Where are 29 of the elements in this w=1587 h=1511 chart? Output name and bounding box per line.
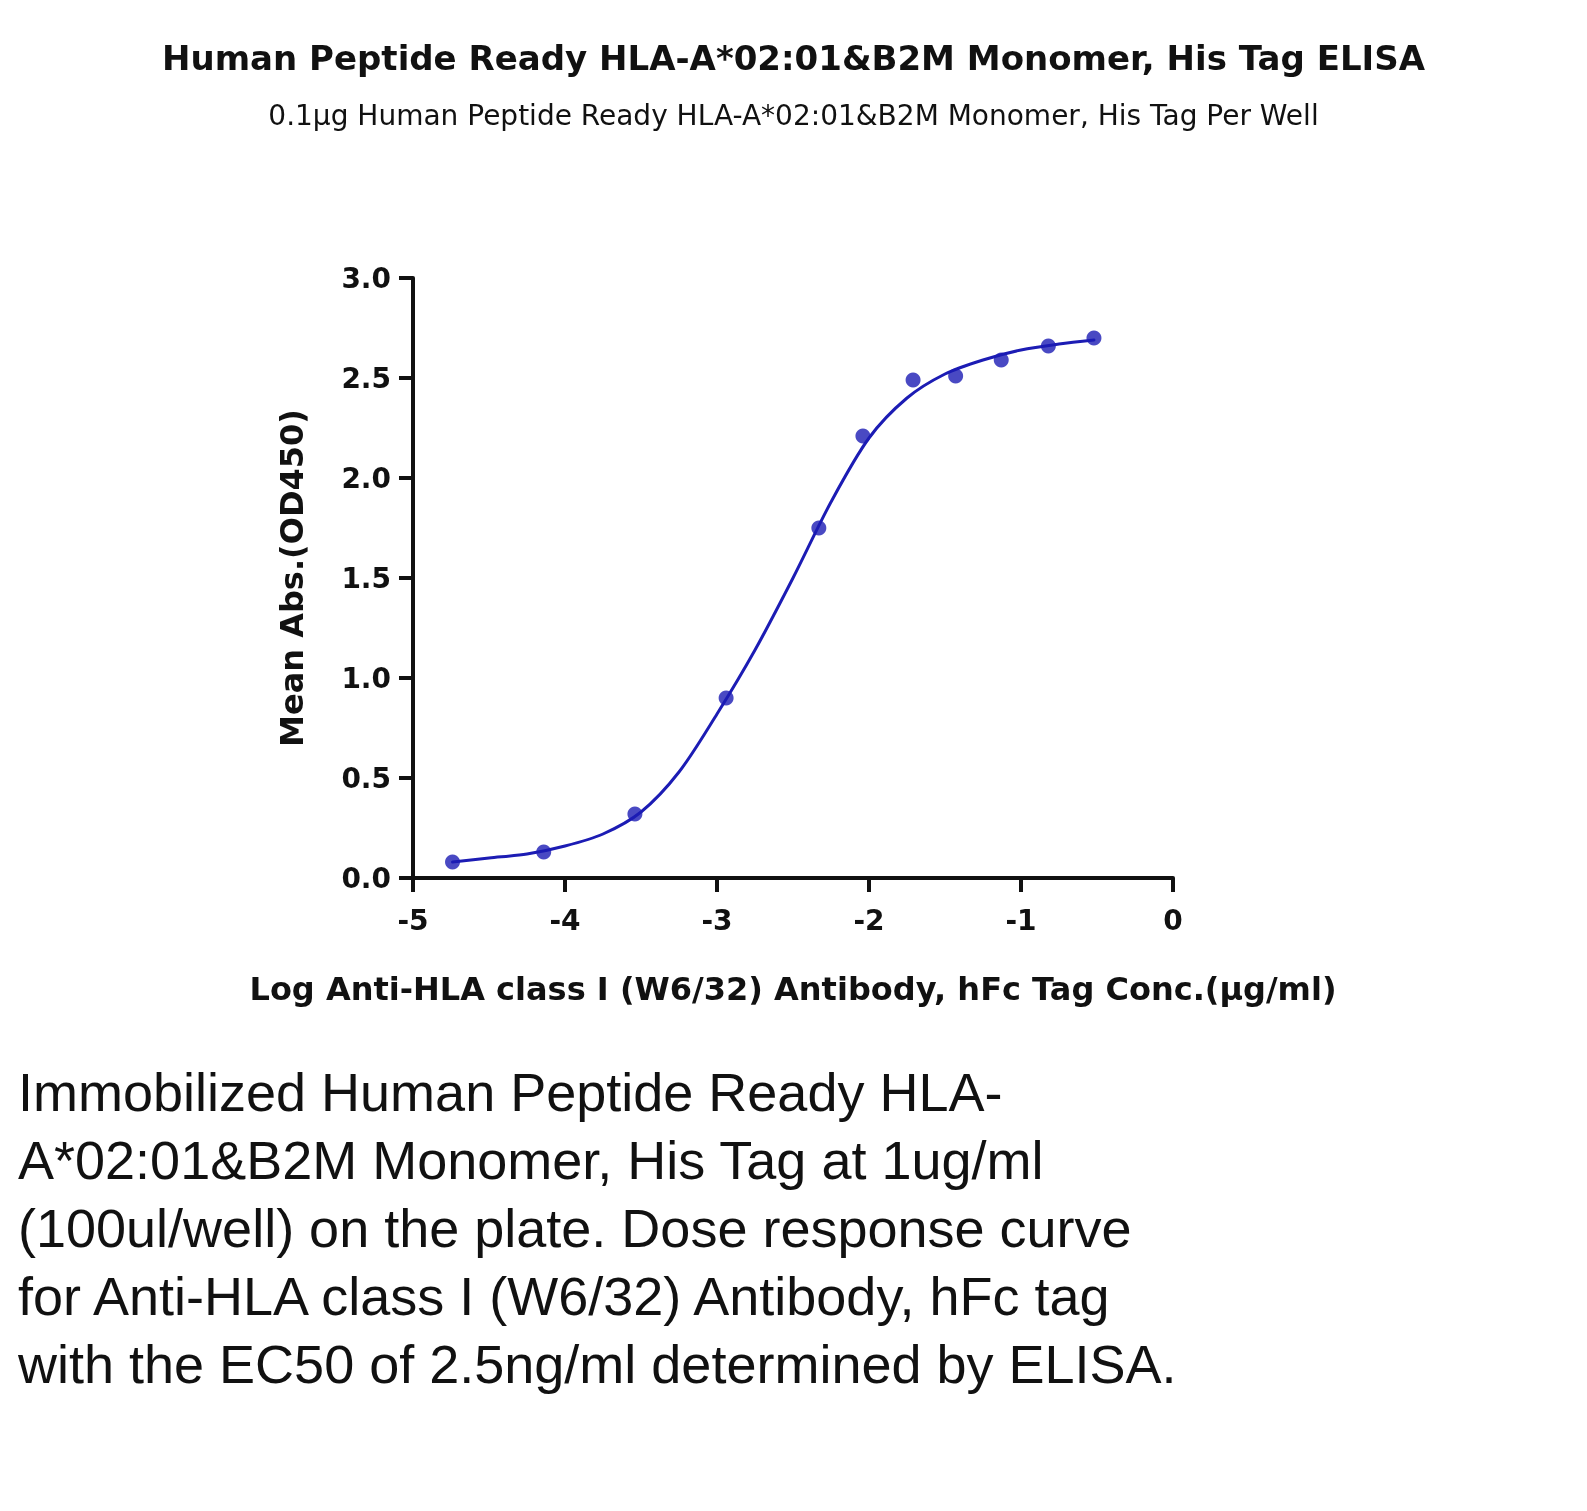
y-tick-label: 0.5 — [341, 761, 391, 795]
point — [1086, 330, 1102, 346]
y-tick-label: 1.5 — [341, 561, 391, 595]
point — [1040, 338, 1056, 354]
x-tick-label: -4 — [549, 903, 581, 937]
y-tick-label: 2.0 — [341, 461, 391, 495]
chart-title: Human Peptide Ready HLA-A*02:01&B2M Monomer, His Tag ELISA — [161, 38, 1426, 78]
point — [993, 352, 1009, 368]
x-tick-label: -5 — [397, 903, 429, 937]
x-axis-title: Log Anti-HLA class I (W6/32) Antibody, hFc Tag Conc.(μg/ml) — [249, 970, 1337, 1008]
point — [536, 844, 552, 860]
point — [718, 690, 734, 706]
chart-subtitle: 0.1μg Human Peptide Ready HLA-A*02:01&B2M Monomer, His Tag Per Well — [268, 98, 1319, 132]
y-tick-label: 0.0 — [341, 861, 391, 895]
x-tick-label: -3 — [701, 903, 733, 937]
point — [445, 854, 461, 870]
point — [811, 520, 827, 536]
x-tick-label: 0 — [1163, 903, 1183, 937]
x-tick-label: -1 — [1005, 903, 1037, 937]
point — [905, 372, 921, 388]
x-tick-label: -2 — [853, 903, 885, 937]
point — [627, 806, 643, 822]
y-axis-title: Mean Abs.(OD450) — [273, 409, 311, 747]
point — [855, 428, 871, 444]
y-tick-label: 2.5 — [341, 361, 391, 395]
y-tick-label: 3.0 — [341, 261, 391, 295]
text: Immobilized Human Peptide Ready HLA-A*02:01&B2M Monomer, His Tag at 1ug/ml (100ul/well) on the plate. Dose response curve for Anti-HLA class I (W6/32) Antibody, hFc tag with the EC50 of 2.5ng/ml determined by ELISA. — [18, 1061, 1178, 1396]
point — [948, 368, 964, 384]
y-tick-label: 1.0 — [341, 661, 391, 695]
